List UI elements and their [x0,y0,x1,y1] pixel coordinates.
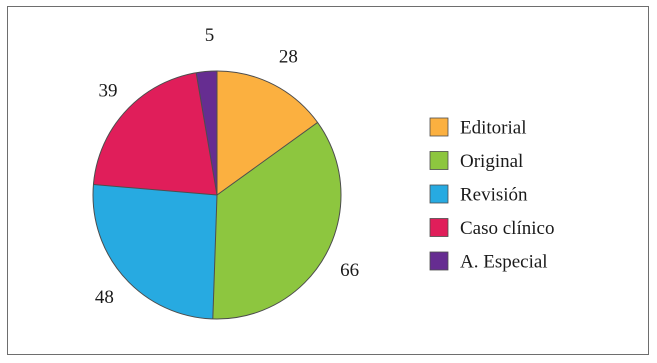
legend-label: Editorial [460,118,526,139]
pie-slice-original [212,122,341,320]
pie-outline [92,70,342,320]
slice-divider [195,72,218,196]
legend-swatch [429,151,449,170]
value-label: 66 [340,260,359,281]
pie-slice-editorial [217,71,318,195]
legend-label: Caso clínico [460,218,554,239]
pie-slice-caso-cl-nico [93,72,217,195]
legend-swatch [429,184,449,204]
value-labels: 28 66 48 39 5 [95,25,359,308]
legend-label: A. Especial [460,252,548,273]
legend-swatch [429,251,449,271]
slice-divider [212,194,218,319]
legend-swatch [429,117,449,137]
value-label: 48 [95,287,114,308]
legend-label: Original [460,151,523,172]
value-label: 5 [205,25,215,46]
legend: Editorial Original Revisión Caso clínico A. … [429,117,554,273]
value-label: 28 [279,47,298,68]
slice-divider [216,122,318,196]
pie-slice-revisi-n [92,184,217,319]
slice-dividers [93,71,318,319]
legend-label: Revisión [460,185,528,206]
legend-swatch [429,218,449,237]
value-label: 39 [99,80,118,101]
slice-divider [93,184,218,196]
